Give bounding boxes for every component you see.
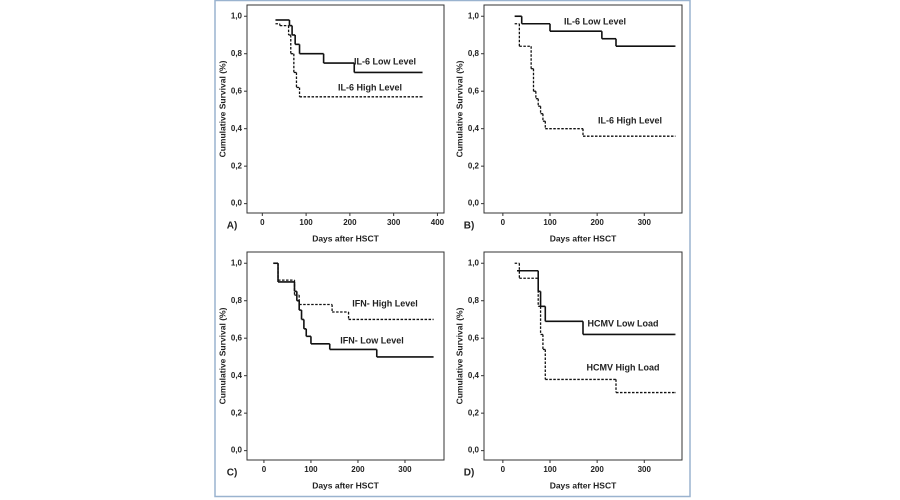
y-tick-label: 0,0 [468,199,480,208]
x-axis-label: Days after HSCT [550,233,617,243]
plot-frame [483,4,683,214]
panel-label: D) [464,468,475,479]
x-tick-label: 0 [262,465,267,474]
x-tick-label: 0 [260,218,265,227]
x-axis-label: Days after HSCT [312,480,379,490]
y-tick-label: 0,4 [468,124,480,133]
series-label: IL-6 Low Level [564,16,626,26]
series-label: IL-6 Low Level [354,56,416,66]
y-tick-label: 0,8 [231,296,243,305]
series-label: IL-6 High Level [338,82,402,92]
y-tick-label: 0,0 [468,446,480,455]
x-tick-label: 200 [351,465,365,474]
y-axis-label: Cumulative Survival (%) [217,307,227,404]
x-tick-label: 100 [299,218,313,227]
x-tick-label: 0 [501,465,506,474]
series-label: IFN- Low Level [340,335,404,345]
y-tick-label: 0,6 [468,333,480,342]
x-tick-label: 400 [431,218,445,227]
y-tick-label: 0,4 [468,371,480,380]
x-tick-label: 300 [398,465,412,474]
y-tick-label: 1,0 [468,258,480,267]
y-tick-label: 1,0 [231,258,243,267]
y-tick-label: 1,0 [468,11,480,20]
y-axis-label: Cumulative Survival (%) [454,307,464,404]
figure-border [214,0,691,498]
plot-frame [246,251,445,461]
panel-label: C) [227,468,238,479]
x-tick-label: 200 [590,465,604,474]
x-axis-label: Days after HSCT [312,233,379,243]
y-tick-label: 0,2 [231,408,243,417]
x-tick-label: 100 [543,465,557,474]
y-tick-label: 0,8 [231,49,243,58]
plot-frame [246,4,445,214]
x-tick-label: 300 [638,465,652,474]
y-tick-label: 0,6 [468,86,480,95]
panel-label: B) [464,221,475,232]
y-tick-label: 0,4 [231,371,243,380]
x-tick-label: 100 [543,218,557,227]
x-tick-label: 100 [304,465,318,474]
x-tick-label: 200 [343,218,357,227]
y-tick-label: 0,2 [468,161,480,170]
y-tick-label: 0,2 [468,408,480,417]
y-tick-label: 0,2 [231,161,243,170]
y-tick-label: 1,0 [231,11,243,20]
panel-label: A) [227,221,238,232]
plot-frame [483,251,683,461]
y-tick-label: 0,6 [231,333,243,342]
y-axis-label: Cumulative Survival (%) [454,60,464,157]
series-label: IFN- High Level [352,298,418,308]
y-tick-label: 0,6 [231,86,243,95]
y-tick-label: 0,8 [468,49,480,58]
y-axis-label: Cumulative Survival (%) [217,60,227,157]
series-label: HCMV High Load [587,362,660,372]
x-tick-label: 300 [387,218,401,227]
series-label: HCMV Low Load [588,318,659,328]
series-label: IL-6 High Level [598,115,662,125]
y-tick-label: 0,8 [468,296,480,305]
x-tick-label: 300 [638,218,652,227]
x-axis-label: Days after HSCT [550,480,617,490]
y-tick-label: 0,4 [231,124,243,133]
x-tick-label: 0 [501,218,506,227]
x-tick-label: 200 [590,218,604,227]
y-tick-label: 0,0 [231,199,243,208]
y-tick-label: 0,0 [231,446,243,455]
